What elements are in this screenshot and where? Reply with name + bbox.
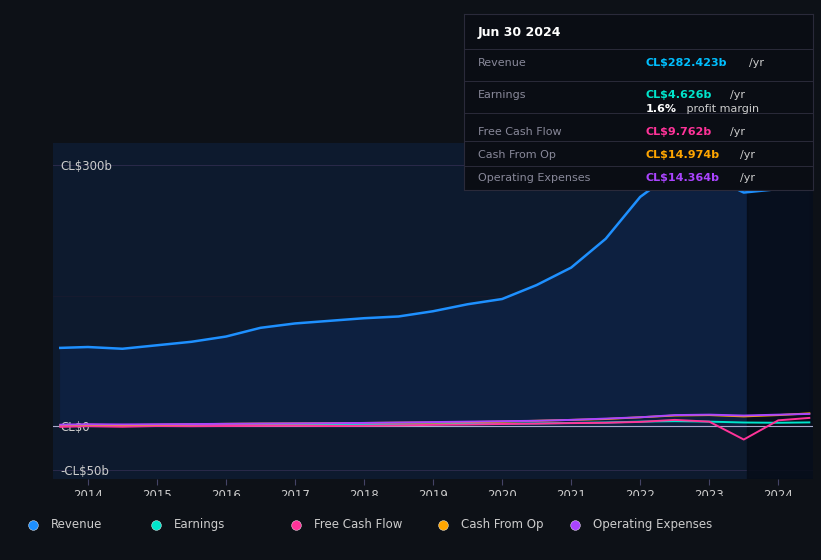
Text: Earnings: Earnings xyxy=(174,518,226,531)
Text: CL$282.423b: CL$282.423b xyxy=(645,58,727,68)
Text: CL$4.626b: CL$4.626b xyxy=(645,90,712,100)
Text: Free Cash Flow: Free Cash Flow xyxy=(478,127,562,137)
Text: /yr: /yr xyxy=(730,127,745,137)
Text: /yr: /yr xyxy=(749,58,764,68)
Text: Cash From Op: Cash From Op xyxy=(478,150,556,160)
Text: CL$14.974b: CL$14.974b xyxy=(645,150,719,160)
Text: /yr: /yr xyxy=(730,90,745,100)
Text: /yr: /yr xyxy=(740,173,754,183)
Text: 1.6%: 1.6% xyxy=(645,104,677,114)
Bar xyxy=(747,143,816,479)
Text: Operating Expenses: Operating Expenses xyxy=(593,518,712,531)
Text: profit margin: profit margin xyxy=(683,104,759,114)
Text: Jun 30 2024: Jun 30 2024 xyxy=(478,26,562,39)
Text: /yr: /yr xyxy=(740,150,754,160)
Text: Free Cash Flow: Free Cash Flow xyxy=(314,518,402,531)
Text: CL$14.364b: CL$14.364b xyxy=(645,173,719,183)
Text: CL$9.762b: CL$9.762b xyxy=(645,127,712,137)
Text: Cash From Op: Cash From Op xyxy=(461,518,544,531)
Text: Revenue: Revenue xyxy=(51,518,103,531)
Text: Earnings: Earnings xyxy=(478,90,526,100)
Text: Revenue: Revenue xyxy=(478,58,526,68)
Text: Operating Expenses: Operating Expenses xyxy=(478,173,590,183)
